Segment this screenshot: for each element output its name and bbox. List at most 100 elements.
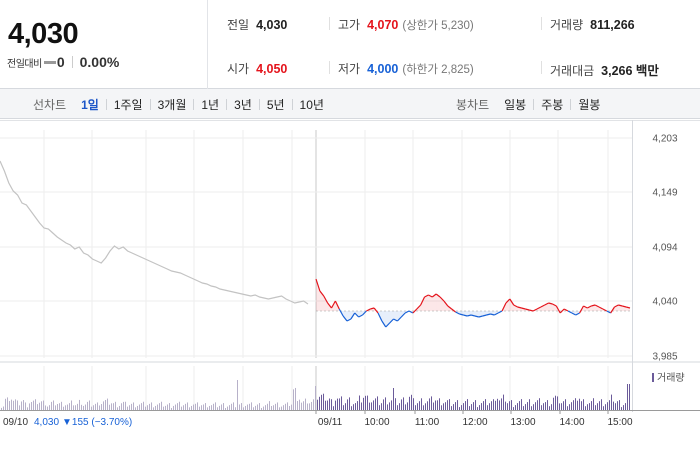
volume-bar	[491, 401, 492, 410]
low-label: 저가	[338, 62, 361, 76]
tab-1week[interactable]: 1주일	[113, 97, 143, 112]
volume-bar	[305, 398, 306, 410]
volume-bar	[37, 404, 38, 410]
volume-bar	[577, 400, 578, 410]
prev-close-stat: 전일 4,030	[227, 16, 287, 33]
volume-bar	[495, 400, 496, 410]
volume-bar	[21, 401, 22, 410]
volume-bar	[173, 405, 174, 410]
volume-bar	[61, 401, 62, 410]
today-series-segment	[478, 315, 483, 318]
lower-limit: (하한가 2,825)	[402, 64, 474, 76]
x-tick-label: 09/11	[318, 417, 343, 428]
volume-bar	[71, 400, 72, 410]
tab-10years[interactable]: 10년	[299, 97, 324, 112]
today-series-segment	[319, 290, 325, 297]
today-series-segment	[439, 296, 445, 302]
volume-bar	[3, 406, 4, 410]
volume-bar	[463, 403, 464, 410]
volume-bar	[615, 403, 616, 410]
volume-bar	[53, 400, 54, 410]
y-tick-label: 4,094	[652, 243, 677, 254]
volume-bar	[249, 403, 250, 410]
tab-5years[interactable]: 5년	[266, 97, 285, 112]
volume-bar	[619, 400, 620, 410]
volume-bar	[83, 405, 84, 410]
volume-bar	[341, 396, 342, 410]
today-series-segment	[463, 314, 468, 317]
tab-1year[interactable]: 1년	[201, 97, 220, 112]
volume-bar	[215, 402, 216, 410]
volume-bar	[165, 405, 166, 410]
today-series-segment	[598, 306, 604, 310]
volume-bar	[481, 403, 482, 410]
volume-bar	[369, 402, 370, 410]
x-tick-label: 14:00	[559, 417, 584, 428]
today-area-segment	[393, 311, 398, 321]
volume-bar	[573, 400, 574, 410]
today-series-segment	[381, 320, 387, 328]
tab-monthly[interactable]: 월봉	[578, 97, 601, 112]
volume-bar	[123, 401, 124, 410]
volume-bar	[611, 394, 612, 410]
volume-bar	[527, 402, 528, 410]
today-series-segment	[323, 295, 329, 304]
divider	[71, 56, 73, 68]
volume-bar	[351, 406, 352, 410]
volume-bar	[127, 406, 128, 410]
divider	[105, 98, 107, 110]
tab-weekly[interactable]: 주봉	[541, 97, 564, 112]
prev-close-value: 4,030	[256, 18, 288, 32]
volume-bar	[267, 403, 268, 410]
volume-bar	[505, 401, 506, 410]
today-series-segment	[610, 306, 615, 314]
volume-bar	[539, 398, 540, 410]
divider	[149, 98, 151, 110]
volume-bar	[193, 404, 194, 410]
today-area-segment	[591, 305, 596, 311]
tab-1day[interactable]: 1일	[81, 97, 99, 112]
volume-bar	[157, 404, 158, 410]
volume-bar	[383, 399, 384, 410]
volume-bar	[327, 400, 328, 410]
volume-bar	[227, 406, 228, 410]
today-area-segment	[339, 309, 344, 316]
volume-bar	[167, 404, 168, 410]
today-series-segment	[412, 308, 418, 314]
volume-bar	[291, 404, 292, 410]
today-series-segment	[404, 310, 410, 314]
volume-bar	[445, 402, 446, 410]
line-chart-title: 선차트	[33, 97, 67, 112]
today-series-segment	[346, 318, 352, 322]
volume-bar	[483, 401, 484, 410]
today-series-segment	[377, 312, 383, 322]
volume-bar	[443, 403, 444, 410]
volume-bar	[265, 405, 266, 410]
today-series-segment	[591, 304, 596, 307]
volume-bar	[331, 399, 332, 410]
today-series-segment	[435, 293, 441, 298]
volume-bar	[139, 404, 140, 410]
tab-3months[interactable]: 3개월	[157, 97, 187, 112]
volume-bar	[335, 400, 336, 410]
today-area-segment	[420, 297, 425, 311]
volume-bar	[557, 396, 558, 410]
open-label: 시가	[227, 62, 250, 76]
volume-bar	[501, 398, 502, 410]
volume-bar	[411, 394, 412, 410]
volume-bar	[95, 403, 96, 410]
volume-bar	[211, 405, 212, 410]
volume-bar	[515, 405, 516, 410]
volume-label: 거래량	[550, 18, 584, 32]
volume-bar	[437, 400, 438, 410]
volume-bar	[81, 404, 82, 410]
volume-bar	[133, 402, 134, 410]
tab-daily[interactable]: 일봉	[504, 97, 527, 112]
current-price: 4,030	[8, 18, 79, 50]
volume-bar	[333, 406, 334, 410]
volume-bar	[241, 403, 242, 410]
tab-3years[interactable]: 3년	[234, 97, 252, 112]
volume-bar	[523, 406, 524, 410]
volume-bar	[451, 406, 452, 410]
volume-bar	[47, 406, 48, 410]
